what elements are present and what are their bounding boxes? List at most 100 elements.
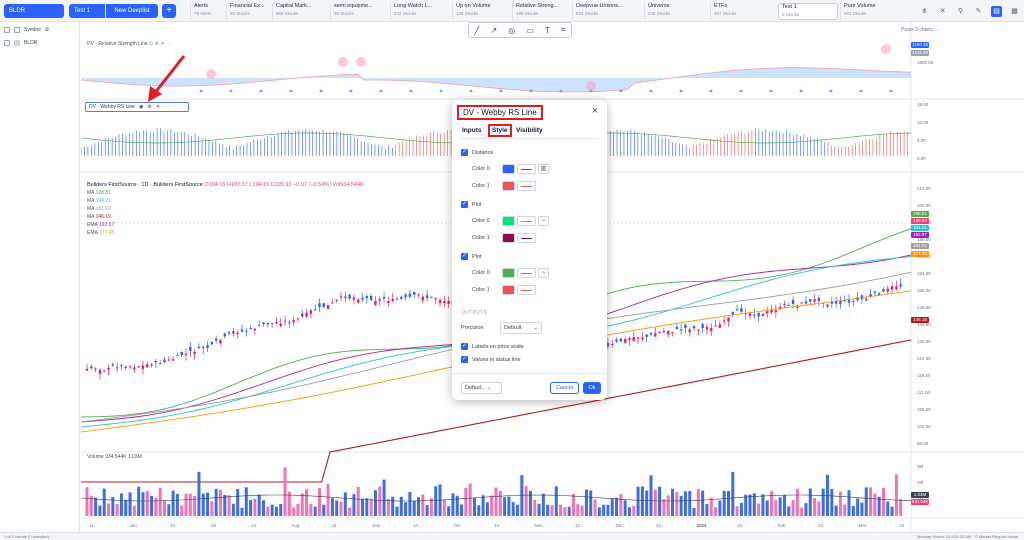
plot-checkbox[interactable]: ✓ — [461, 201, 468, 208]
candle-body — [761, 314, 765, 317]
list-tab-deepvue-universe[interactable]: Deepvue Univers... 524 Stocks — [572, 3, 644, 20]
list-tab-etfs[interactable]: ETFs 457 Stocks — [710, 3, 776, 20]
candle-body — [865, 298, 868, 301]
volume-bar — [623, 500, 627, 516]
select-all-checkbox[interactable] — [4, 27, 10, 33]
symbol-search-box[interactable]: BLDR — [4, 4, 64, 18]
ray-tool-icon[interactable]: ↗ — [490, 25, 498, 35]
volume-bar — [335, 500, 339, 516]
ok-button[interactable]: Ok — [583, 382, 601, 394]
color-swatch[interactable] — [502, 216, 515, 226]
rs-marker-triangle — [739, 89, 743, 92]
color-swatch[interactable] — [502, 285, 515, 295]
candle-body — [158, 363, 162, 365]
precision-label: Precision — [461, 325, 484, 331]
values-in-status-line-checkbox[interactable]: ✓ — [461, 356, 468, 363]
list-tab-up-on-volume[interactable]: Up on Volume 126 Stocks — [452, 3, 512, 20]
line-style-select[interactable] — [517, 268, 536, 278]
volume-bar — [679, 495, 683, 516]
x-icon[interactable]: ✕ — [939, 7, 946, 15]
new-deeplist-button[interactable]: New Deeplist — [106, 4, 158, 18]
color-swatch[interactable] — [502, 233, 515, 243]
list-tab-test-1[interactable]: Test 1 0 Stocks — [778, 3, 838, 20]
volume-bar — [201, 493, 205, 516]
candle-body — [654, 333, 657, 337]
volume-bar — [821, 488, 825, 516]
gear-icon[interactable]: ⚙ — [44, 27, 50, 33]
volume-bar — [412, 500, 416, 516]
color-swatch[interactable] — [502, 181, 515, 191]
text-tool-icon[interactable]: T — [544, 25, 550, 35]
color-swatch[interactable] — [502, 164, 515, 174]
grid-icon[interactable]: ▦ — [1011, 7, 1018, 15]
fib-tool-icon[interactable]: ⌗ — [560, 25, 566, 34]
line-style-select[interactable] — [517, 216, 536, 226]
list-tab-long-watch[interactable]: Long Watch L... 222 Stocks — [390, 3, 452, 20]
candle-body — [266, 322, 270, 325]
layout-icon[interactable]: ▤ — [991, 5, 1002, 17]
volume-bar — [533, 499, 537, 516]
cancel-button[interactable]: Cancel — [550, 382, 579, 394]
line-style-select[interactable] — [517, 285, 536, 295]
main-legend: Builders FirstSource · 1D · Builders Fir… — [87, 182, 364, 188]
list-tab-capital-markets[interactable]: Capital Mark... 968 Stocks — [272, 3, 330, 20]
line-style-icon[interactable]: ∼ — [538, 216, 549, 226]
line-style-select[interactable] — [517, 164, 536, 174]
list-tab-count: 0 Stocks — [782, 12, 800, 17]
labels-on-price-scale-checkbox[interactable]: ✓ — [461, 343, 468, 350]
volume-bar — [162, 500, 166, 516]
defaults-select[interactable]: Defaul... ⌄ — [461, 382, 502, 394]
share-icon[interactable]: ⋔ — [921, 7, 928, 15]
volume-bar — [408, 492, 412, 516]
time-axis-label: Jul — [211, 523, 217, 528]
distance-checkbox[interactable]: ✓ — [461, 149, 468, 156]
list-tab-financial[interactable]: Financial Ex... 25 Stocks — [226, 3, 272, 20]
edit-icon[interactable]: ✎ — [975, 7, 982, 15]
webby-rs-legend[interactable]: DV · Webby RS Line ◉ ⚙ ✕ ⋯ — [85, 102, 189, 112]
row-checkbox[interactable] — [14, 27, 20, 33]
list-tab-alerts[interactable]: Alerts 79 Alerts — [190, 3, 226, 20]
list-tab-universe[interactable]: Universe 246 Stocks — [644, 3, 710, 20]
price-tag: 194.21 — [911, 225, 929, 231]
tab-visibility[interactable]: Visibility — [516, 127, 543, 134]
list-tab-relative-strength[interactable]: Relative Streng... 199 Stocks — [512, 3, 572, 20]
add-tab-button[interactable]: + — [162, 4, 176, 18]
tab-test-1[interactable]: Test 1 — [69, 4, 105, 18]
volume-bar — [636, 486, 640, 516]
price-axis-label: 111.50 — [917, 390, 931, 395]
list-tab-pure-volume[interactable]: Pure Volume 301 Stocks — [840, 3, 894, 20]
tab-style[interactable]: Style — [488, 124, 512, 137]
close-icon[interactable]: × — [591, 105, 599, 117]
volume-bar — [860, 502, 864, 516]
remove-icon[interactable]: ✕ — [155, 104, 161, 110]
candle-body — [189, 346, 192, 351]
plot-checkbox[interactable]: ✓ — [461, 253, 468, 260]
line-style-select[interactable] — [517, 233, 536, 243]
watchlist-row[interactable]: BLDR — [4, 38, 37, 48]
precision-select[interactable]: Default ⌄ — [500, 322, 542, 334]
rectangle-tool-icon[interactable]: ▭ — [526, 25, 534, 35]
candle-body — [623, 339, 627, 343]
volume-bar — [442, 499, 446, 516]
candle-body — [834, 301, 838, 304]
symbol-column-header[interactable]: Symbol — [24, 27, 41, 33]
candle-body — [176, 355, 179, 357]
trendline-tool-icon[interactable]: ╱ — [474, 25, 480, 35]
candle-body — [115, 367, 119, 369]
line-style-select[interactable] — [517, 181, 536, 191]
settings-gear-icon[interactable]: ⚙ — [147, 104, 152, 110]
volume-bar — [757, 503, 761, 516]
link-icon[interactable]: ⚲ — [957, 7, 964, 15]
histogram-style-icon[interactable]: ▥ — [538, 164, 549, 174]
row-checkbox[interactable] — [4, 40, 10, 46]
more-icon[interactable]: ⋯ — [164, 104, 170, 110]
list-tab-semi-equipment[interactable]: semi equipme... 38 Stocks — [330, 3, 390, 20]
eye-icon[interactable]: ◉ — [139, 104, 144, 110]
line-style-icon[interactable]: ∼ — [538, 268, 549, 278]
time-axis-label: 13 — [818, 523, 824, 528]
candle-body — [309, 310, 313, 314]
tab-inputs[interactable]: Inputs — [462, 127, 482, 134]
circle-tool-icon[interactable]: ◎ — [508, 25, 516, 35]
color-swatch[interactable] — [502, 268, 515, 278]
candle-body — [710, 328, 713, 332]
